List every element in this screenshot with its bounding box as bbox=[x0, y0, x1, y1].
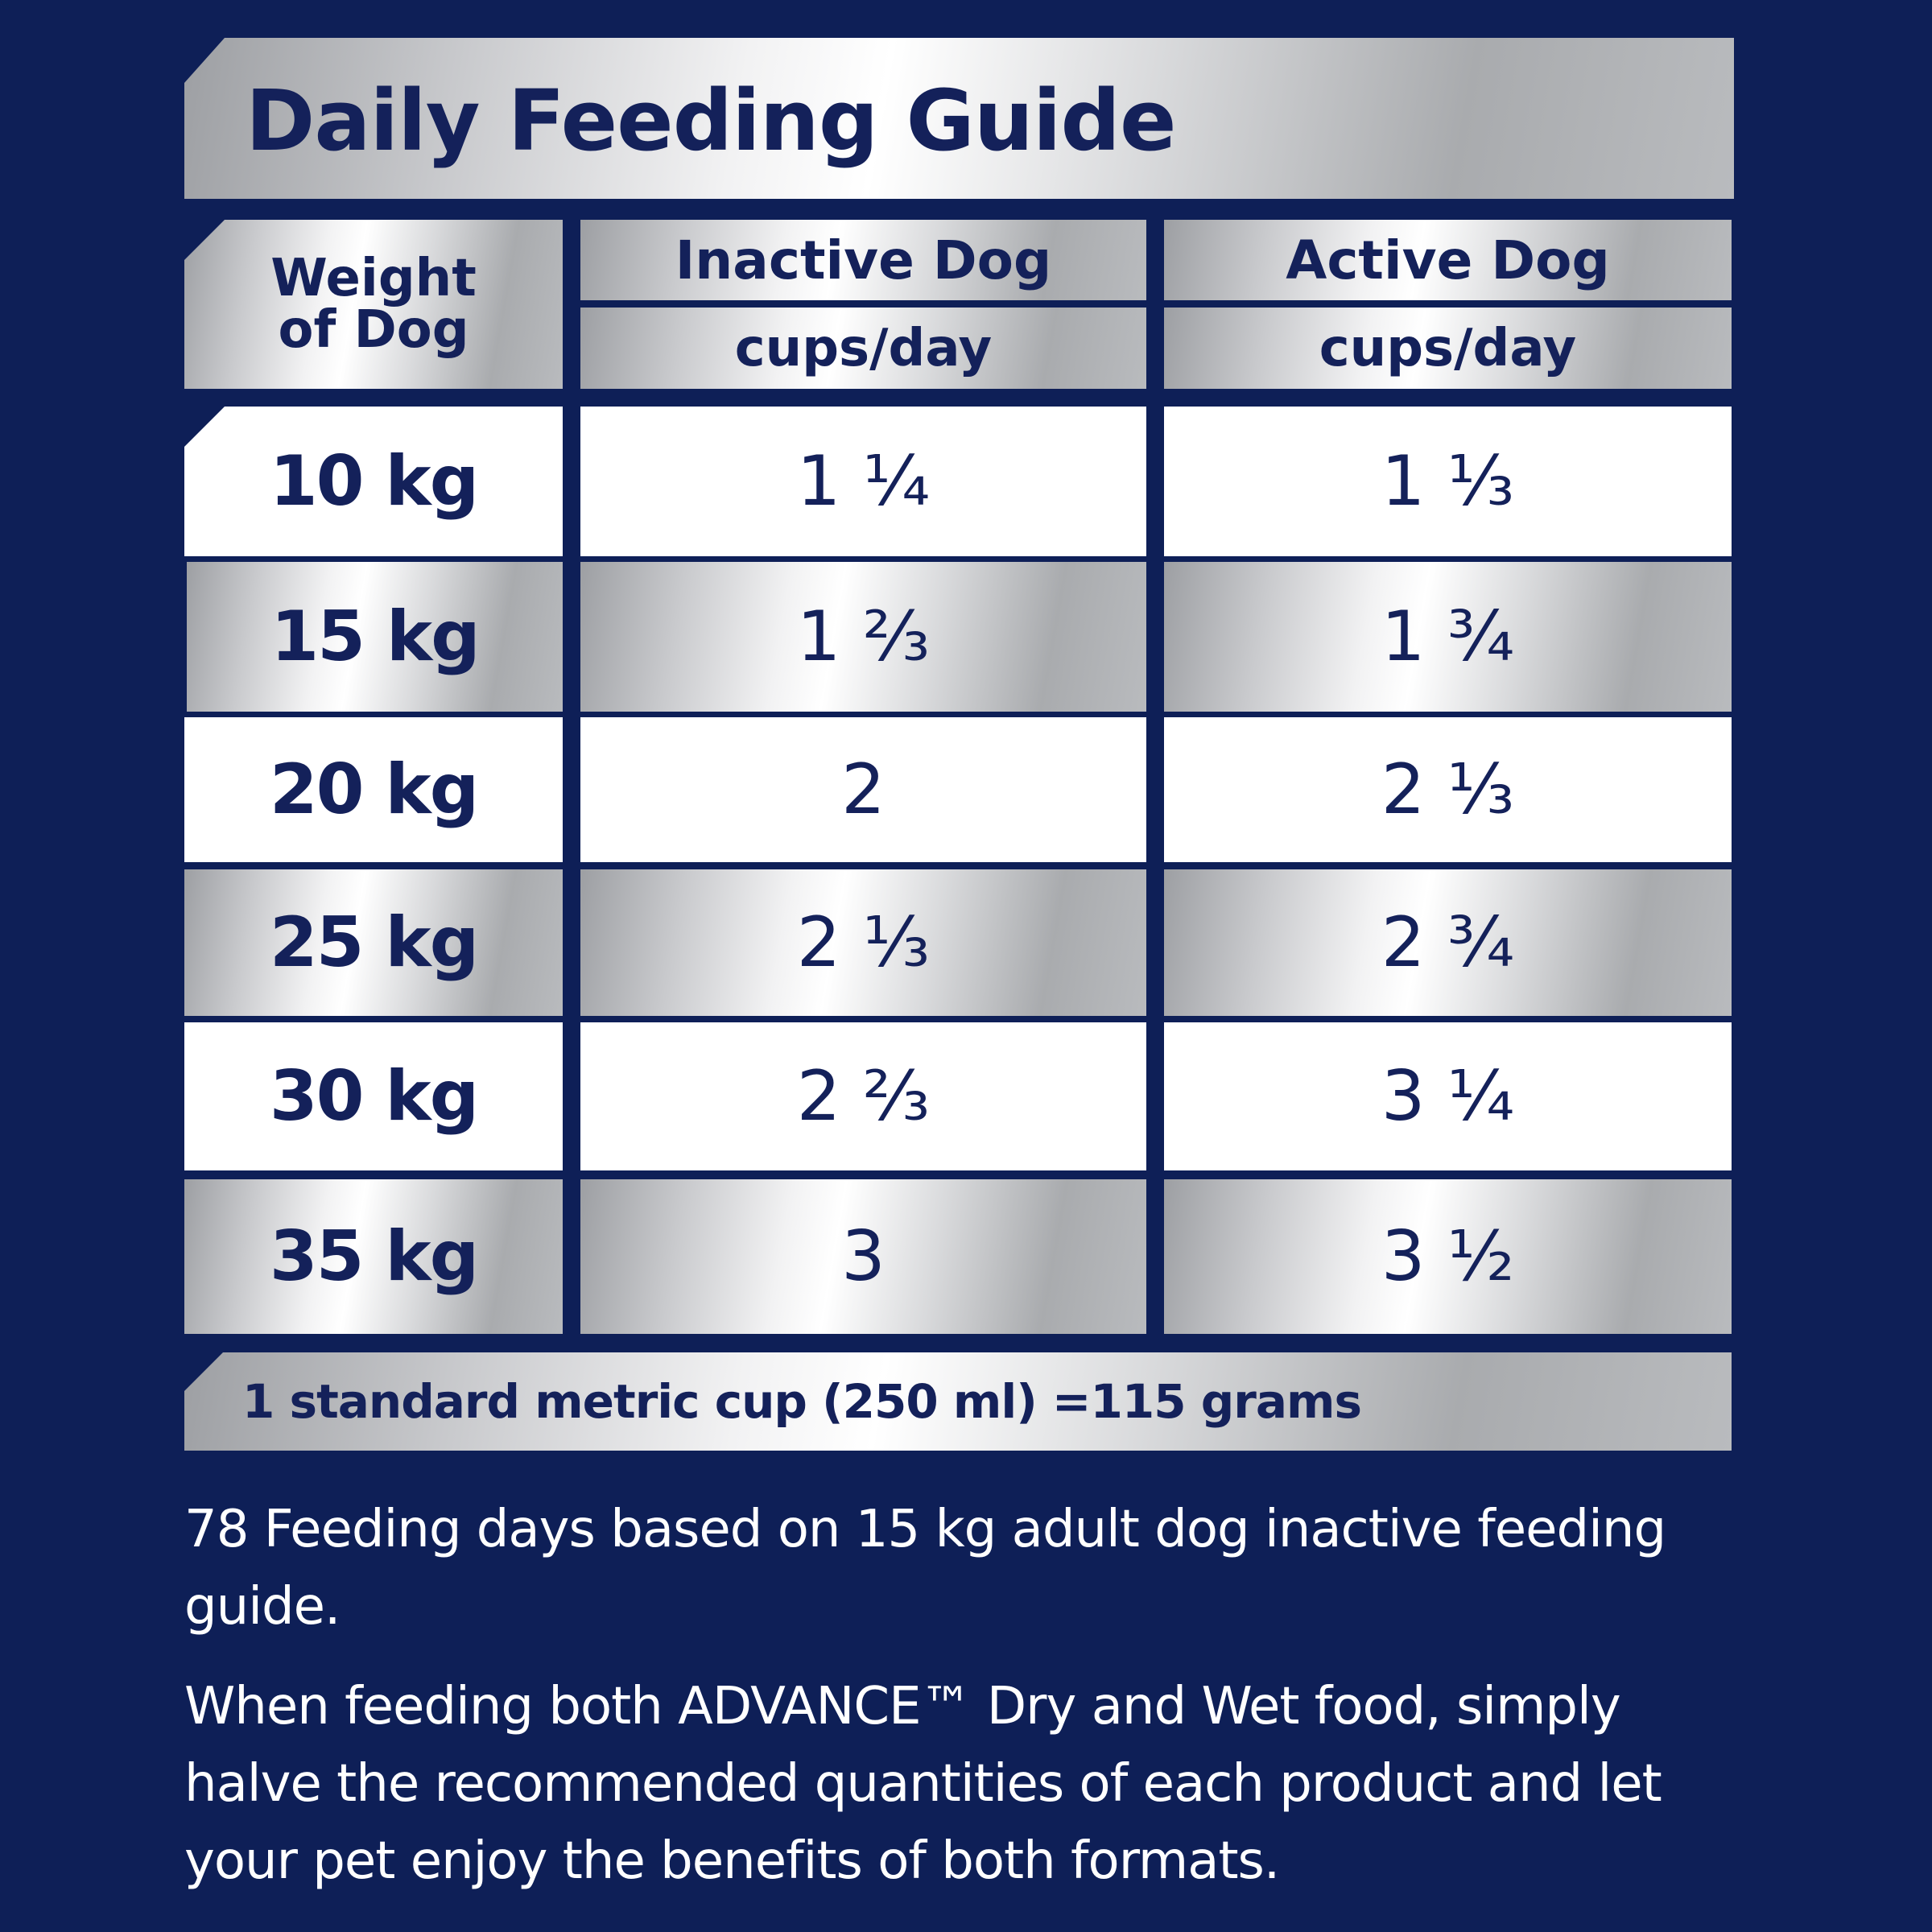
active-value: 3 ½ bbox=[1381, 1216, 1515, 1297]
table-row-weight: 35 kg bbox=[184, 1179, 563, 1334]
table-row-inactive: 2 ⅔ bbox=[580, 1022, 1146, 1170]
header-weight-line2: of Dog bbox=[278, 300, 469, 360]
table-row-weight: 15 kg bbox=[187, 562, 563, 712]
weight-value: 15 kg bbox=[270, 597, 480, 677]
header-inactive-label: Inactive Dog bbox=[675, 229, 1052, 291]
table-row-active: 1 ⅓ bbox=[1164, 407, 1732, 556]
header-weight-of-dog: Weight of Dog bbox=[184, 220, 563, 389]
active-value: 2 ⅓ bbox=[1381, 749, 1515, 830]
header-active-label: Active Dog bbox=[1286, 229, 1610, 291]
cup-conversion-banner: 1 standard metric cup (250 ml) =115 gram… bbox=[184, 1352, 1732, 1451]
table-row-weight: 20 kg bbox=[184, 717, 563, 862]
active-value: 3 ¼ bbox=[1381, 1056, 1515, 1137]
inactive-value: 2 ⅓ bbox=[796, 902, 931, 983]
table-row-inactive: 2 ⅓ bbox=[580, 869, 1146, 1016]
cup-conversion-note: 1 standard metric cup (250 ml) =115 gram… bbox=[242, 1374, 1362, 1429]
header-inactive-unit-label: cups/day bbox=[734, 318, 993, 378]
active-value: 1 ⅓ bbox=[1381, 441, 1515, 522]
title-banner: Daily Feeding Guide bbox=[184, 38, 1734, 199]
feeding-days-text: 78 Feeding days based on 15 kg adult dog… bbox=[184, 1500, 1666, 1637]
table-row-inactive: 1 ⅔ bbox=[580, 562, 1146, 712]
table-row-weight: 10 kg bbox=[184, 407, 563, 556]
table-row-active: 3 ¼ bbox=[1164, 1022, 1732, 1170]
inactive-value: 2 bbox=[841, 749, 886, 830]
header-inactive-unit: cups/day bbox=[580, 308, 1146, 389]
weight-value: 20 kg bbox=[269, 749, 479, 830]
header-active-dog: Active Dog bbox=[1164, 220, 1732, 300]
table-row-inactive: 1 ¼ bbox=[580, 407, 1146, 556]
table-row-weight: 30 kg bbox=[184, 1022, 563, 1170]
table-row-active: 1 ¾ bbox=[1164, 562, 1732, 712]
weight-value: 25 kg bbox=[269, 902, 479, 983]
table-row-inactive: 2 bbox=[580, 717, 1146, 862]
inactive-value: 2 ⅔ bbox=[796, 1056, 931, 1137]
table-row-active: 3 ½ bbox=[1164, 1179, 1732, 1334]
active-value: 2 ¾ bbox=[1381, 902, 1515, 983]
table-row-weight: 25 kg bbox=[184, 869, 563, 1016]
header-active-unit-label: cups/day bbox=[1319, 318, 1577, 378]
weight-value: 30 kg bbox=[269, 1056, 479, 1137]
weight-value: 10 kg bbox=[269, 441, 479, 522]
inactive-value: 1 ¼ bbox=[796, 441, 931, 522]
inactive-value: 1 ⅔ bbox=[796, 597, 931, 677]
table-row-active: 2 ⅓ bbox=[1164, 717, 1732, 862]
header-active-unit: cups/day bbox=[1164, 308, 1732, 389]
mixed-feeding-text: When feeding both ADVANCE™ Dry and Wet f… bbox=[184, 1677, 1662, 1891]
active-value: 1 ¾ bbox=[1381, 597, 1515, 677]
inactive-value: 3 bbox=[841, 1216, 886, 1297]
weight-value: 35 kg bbox=[269, 1216, 479, 1297]
header-weight-line1: Weight bbox=[270, 249, 477, 308]
page-title: Daily Feeding Guide bbox=[246, 72, 1177, 170]
table-row-active: 2 ¾ bbox=[1164, 869, 1732, 1016]
table-row-inactive: 3 bbox=[580, 1179, 1146, 1334]
header-inactive-dog: Inactive Dog bbox=[580, 220, 1146, 300]
